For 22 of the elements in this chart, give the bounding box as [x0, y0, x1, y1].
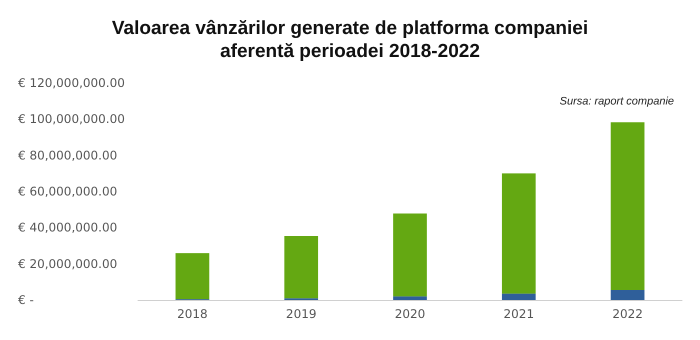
annotation: Sursa: raport companie — [560, 96, 674, 108]
bar — [502, 173, 536, 294]
x-tick-label: 2021 — [504, 307, 534, 321]
bar — [502, 294, 536, 300]
x-tick-label: 2019 — [286, 307, 316, 321]
y-tick-label: € 20,000,000.00 — [18, 256, 118, 271]
y-tick-label: € - — [18, 293, 34, 307]
x-tick-label: 2022 — [612, 307, 643, 321]
bar — [393, 214, 427, 296]
x-tick-label: 2020 — [394, 307, 426, 321]
x-tick-label: 2018 — [177, 307, 208, 321]
y-tick-label: € 60,000,000.00 — [18, 184, 118, 198]
bar — [610, 122, 644, 290]
y-tick-label: € 120,000,000.00 — [18, 76, 125, 90]
bar — [393, 296, 427, 300]
bar — [610, 290, 644, 300]
bar — [284, 236, 318, 298]
y-tick-label: € 80,000,000.00 — [18, 148, 118, 162]
bar — [176, 253, 210, 300]
y-tick-label: € 40,000,000.00 — [18, 220, 118, 235]
chart-title: Valoarea vânzărilor generate de platforma companiei aferentă perioadei 2018-2022 — [112, 18, 588, 62]
y-tick-label: € 100,000,000.00 — [18, 112, 125, 126]
